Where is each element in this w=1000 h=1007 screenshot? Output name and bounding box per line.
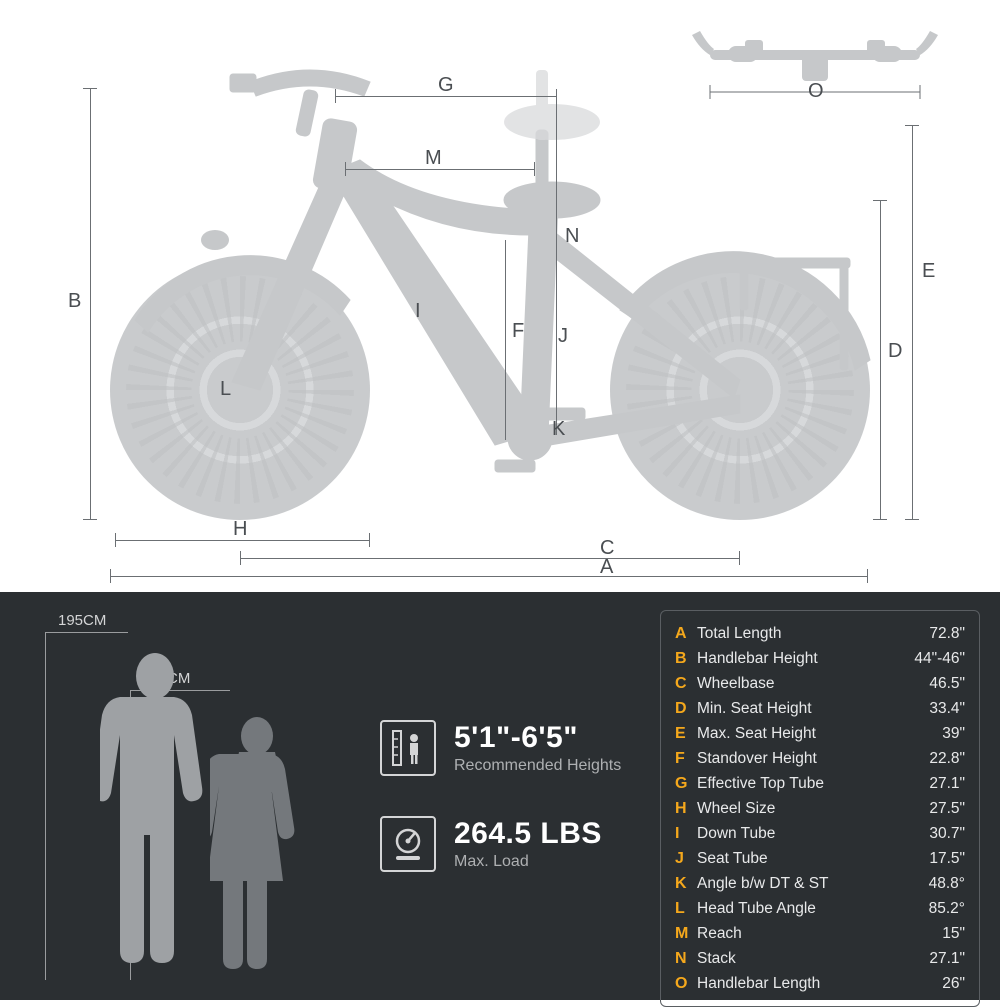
spec-row: NStack27.1" xyxy=(675,946,965,971)
spec-row: JSeat Tube17.5" xyxy=(675,846,965,871)
dim-label-B: B xyxy=(68,290,81,313)
female-silhouette xyxy=(210,716,305,982)
spec-letter: L xyxy=(675,901,697,917)
spec-letter: F xyxy=(675,751,697,767)
spec-name: Min. Seat Height xyxy=(697,701,903,717)
spec-row: KAngle b/w DT & ST48.8° xyxy=(675,871,965,896)
spec-value: 44"-46" xyxy=(903,651,965,667)
spec-row: LHead Tube Angle85.2° xyxy=(675,896,965,921)
tall-height-label: 195CM xyxy=(58,612,106,629)
spec-letter: A xyxy=(675,626,697,642)
male-silhouette xyxy=(100,652,210,982)
height-range-sub: Recommended Heights xyxy=(454,757,621,775)
spec-name: Handlebar Height xyxy=(697,651,903,667)
spec-name: Wheelbase xyxy=(697,676,903,692)
spec-table: ATotal Length72.8"BHandlebar Height44"-4… xyxy=(660,610,980,1007)
dim-label-N: N xyxy=(565,225,579,248)
spec-name: Handlebar Length xyxy=(697,976,903,992)
spec-row: MReach15" xyxy=(675,921,965,946)
recommended-height-block: 5'1"-6'5" Recommended Heights xyxy=(380,720,650,776)
spec-name: Total Length xyxy=(697,626,903,642)
dim-label-F: F xyxy=(512,320,524,343)
spec-letter: D xyxy=(675,701,697,717)
spec-letter: C xyxy=(675,676,697,692)
info-panel: 195CM 155CM xyxy=(0,592,1000,1000)
spec-letter: H xyxy=(675,801,697,817)
spec-name: Max. Seat Height xyxy=(697,726,903,742)
spec-row: OHandlebar Length26" xyxy=(675,971,965,996)
spec-row: FStandover Height22.8" xyxy=(675,746,965,771)
spec-name: Stack xyxy=(697,951,903,967)
spec-value: 46.5" xyxy=(903,676,965,692)
spec-letter: O xyxy=(675,976,697,992)
dim-label-E: E xyxy=(922,260,935,283)
spec-value: 30.7" xyxy=(903,826,965,842)
spec-name: Head Tube Angle xyxy=(697,901,903,917)
height-icon xyxy=(380,720,436,776)
spec-name: Wheel Size xyxy=(697,801,903,817)
dim-label-L: L xyxy=(220,378,231,401)
spec-name: Angle b/w DT & ST xyxy=(697,876,903,892)
spec-letter: N xyxy=(675,951,697,967)
dim-label-M: M xyxy=(425,147,442,170)
spec-letter: K xyxy=(675,876,697,892)
spec-value: 33.4" xyxy=(903,701,965,717)
spec-row: IDown Tube30.7" xyxy=(675,821,965,846)
spec-name: Seat Tube xyxy=(697,851,903,867)
dim-label-G: G xyxy=(438,74,454,97)
spec-value: 15" xyxy=(903,926,965,942)
spec-letter: E xyxy=(675,726,697,742)
spec-letter: J xyxy=(675,851,697,867)
spec-value: 27.5" xyxy=(903,801,965,817)
spec-name: Effective Top Tube xyxy=(697,776,903,792)
spec-value: 22.8" xyxy=(903,751,965,767)
dim-label-D: D xyxy=(888,340,902,363)
spec-name: Standover Height xyxy=(697,751,903,767)
spec-row: DMin. Seat Height33.4" xyxy=(675,696,965,721)
spec-value: 17.5" xyxy=(903,851,965,867)
spec-name: Reach xyxy=(697,926,903,942)
spec-letter: I xyxy=(675,826,697,842)
spec-value: 39" xyxy=(903,726,965,742)
bike-silhouette xyxy=(100,60,900,540)
rider-height-diagram: 195CM 155CM xyxy=(0,592,370,1000)
max-load-block: 264.5 LBS Max. Load xyxy=(380,816,650,872)
max-load-value: 264.5 LBS xyxy=(454,817,602,851)
dim-label-A: A xyxy=(600,556,613,579)
spec-letter: M xyxy=(675,926,697,942)
spec-value: 26" xyxy=(903,976,965,992)
spec-row: HWheel Size27.5" xyxy=(675,796,965,821)
weight-icon xyxy=(380,816,436,872)
spec-value: 85.2° xyxy=(903,901,965,917)
spec-row: EMax. Seat Height39" xyxy=(675,721,965,746)
max-load-sub: Max. Load xyxy=(454,853,602,871)
spec-row: CWheelbase46.5" xyxy=(675,671,965,696)
spec-row: GEffective Top Tube27.1" xyxy=(675,771,965,796)
info-metrics: 5'1"-6'5" Recommended Heights 264.5 LBS … xyxy=(370,592,650,1000)
bike-diagram-section: O xyxy=(0,0,1000,592)
dim-label-I: I xyxy=(415,300,421,323)
spec-row: BHandlebar Height44"-46" xyxy=(675,646,965,671)
spec-value: 72.8" xyxy=(903,626,965,642)
spec-value: 27.1" xyxy=(903,776,965,792)
dim-label-H: H xyxy=(233,518,247,541)
spec-value: 48.8° xyxy=(903,876,965,892)
spec-letter: G xyxy=(675,776,697,792)
spec-name: Down Tube xyxy=(697,826,903,842)
spec-letter: B xyxy=(675,651,697,667)
spec-row: ATotal Length72.8" xyxy=(675,621,965,646)
height-range-value: 5'1"-6'5" xyxy=(454,721,621,755)
spec-value: 27.1" xyxy=(903,951,965,967)
spec-table-col: ATotal Length72.8"BHandlebar Height44"-4… xyxy=(650,592,1000,1000)
dim-label-K: K xyxy=(552,418,565,441)
dim-label-J: J xyxy=(558,325,568,348)
